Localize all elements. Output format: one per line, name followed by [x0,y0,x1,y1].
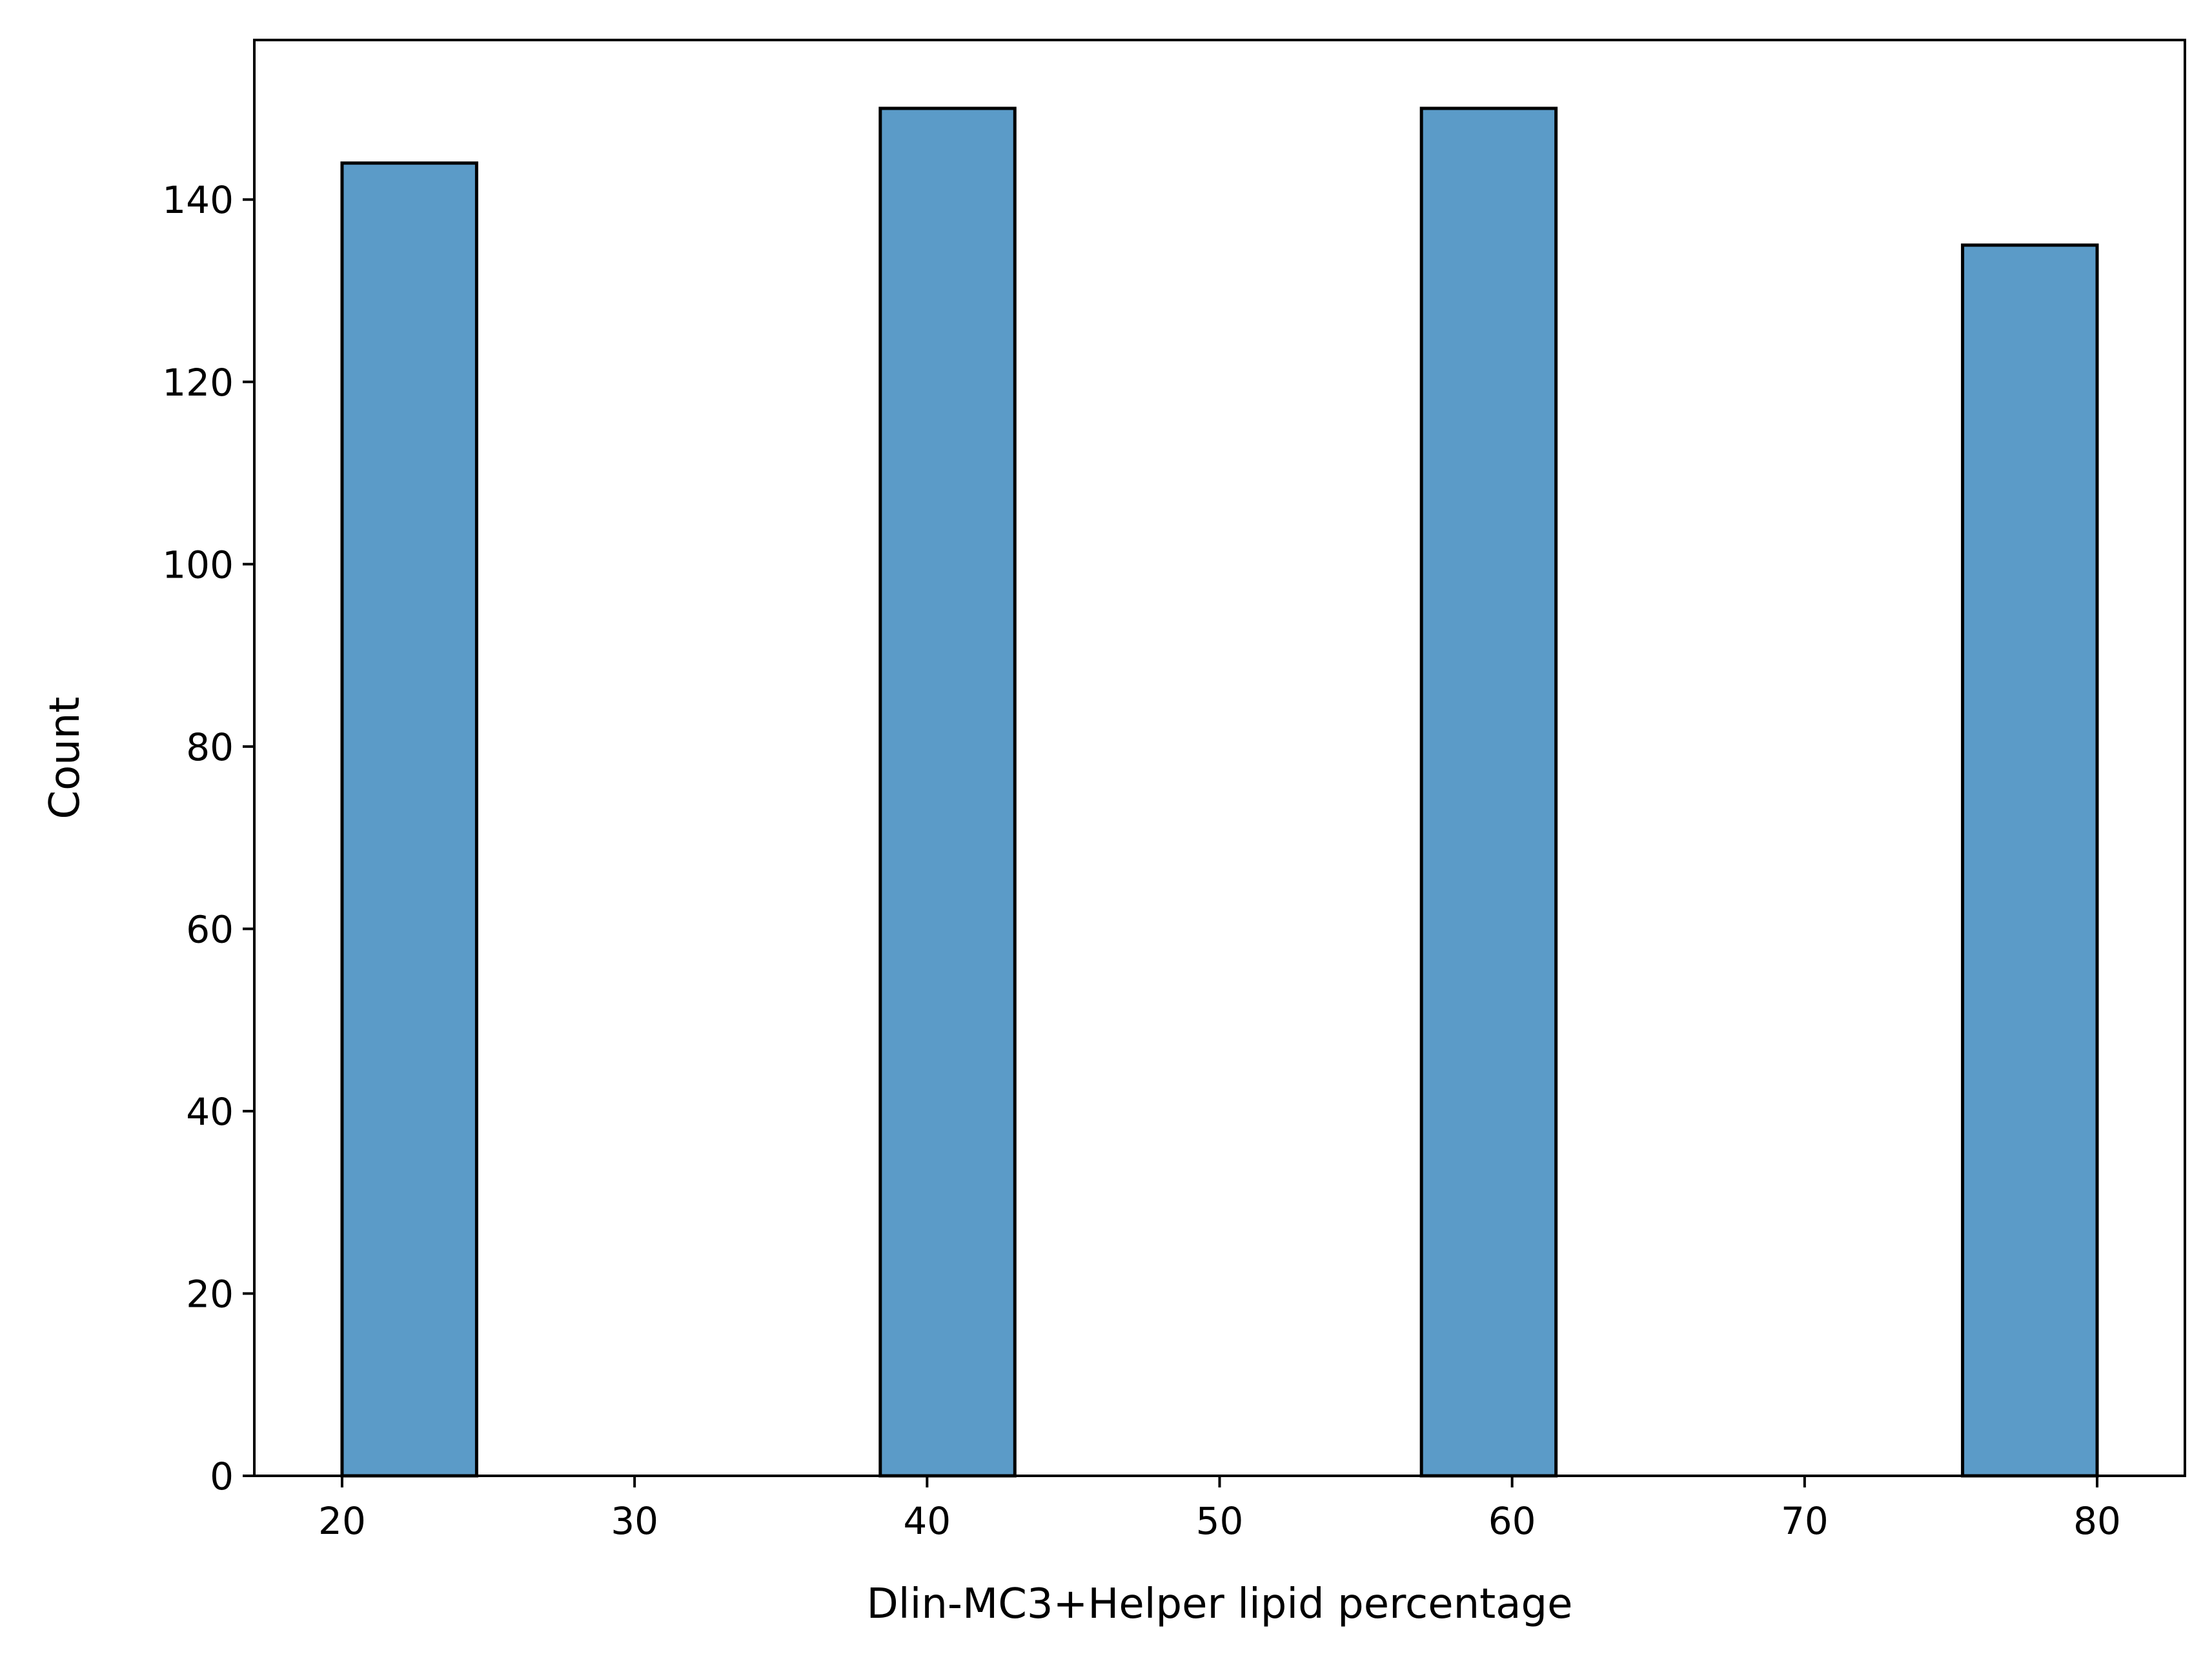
y-tick-label: 40 [186,1090,234,1134]
x-tick-label: 70 [1781,1499,1829,1543]
x-tick-label: 20 [318,1499,366,1543]
y-tick-label: 120 [162,361,234,405]
y-tick-label: 80 [186,725,234,769]
histogram-bar-4 [1961,243,2099,1478]
y-axis: 0 20 40 60 80 100 120 140 [162,178,254,1498]
bars-group [340,106,2099,1478]
y-tick-label: 20 [186,1272,234,1316]
x-tick-label: 80 [2073,1499,2121,1543]
x-tick-label: 50 [1196,1499,1244,1543]
x-axis: 20 30 40 50 60 70 80 [318,1476,2121,1543]
y-axis-label: Count [41,696,89,819]
x-tick-label: 40 [903,1499,951,1543]
histogram-bar-2 [878,106,1017,1478]
y-tick-label: 60 [186,907,234,951]
x-tick-label: 60 [1488,1499,1536,1543]
histogram-bar-3 [1419,106,1558,1478]
plot-frame [253,39,2186,1477]
y-tick-label: 100 [162,543,234,587]
y-tick-label: 140 [162,178,234,222]
x-axis-label: Dlin-MC3+Helper lipid percentage [867,1580,1573,1628]
x-tick-label: 30 [611,1499,658,1543]
y-tick-label: 0 [210,1455,234,1498]
histogram-bar-1 [340,161,478,1478]
